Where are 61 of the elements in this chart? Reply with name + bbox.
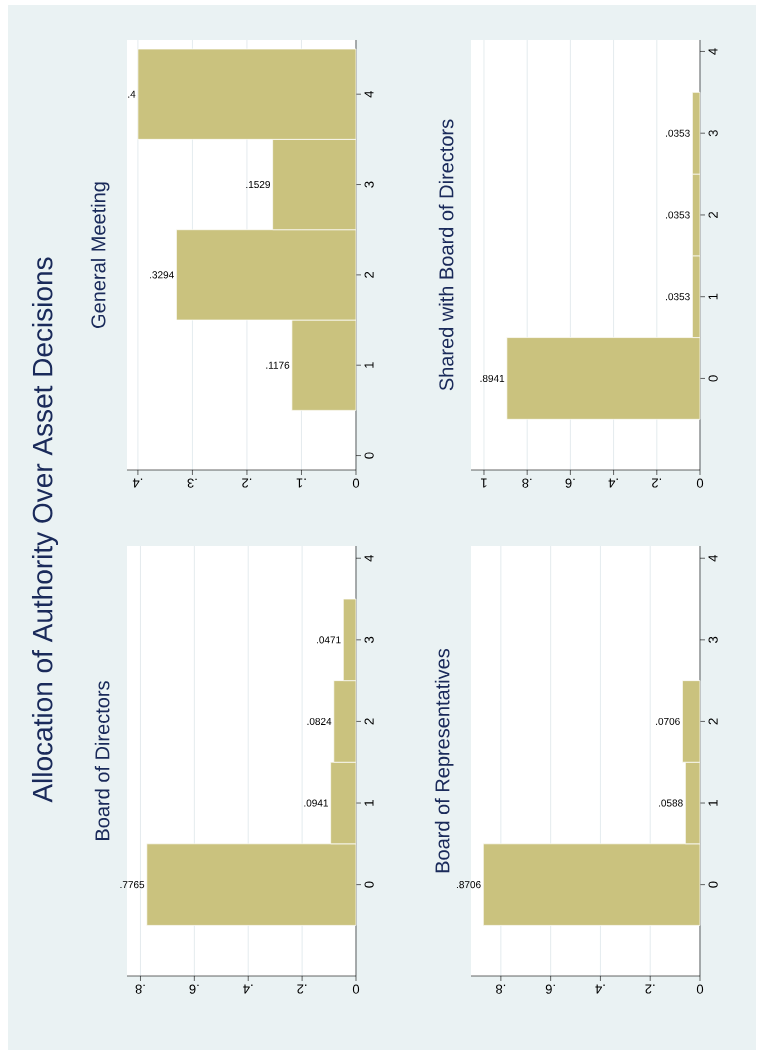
x-tick-label: .8 [135,984,145,994]
x-tick-label: .4 [243,984,253,994]
y-tick-label: 3 [364,636,374,643]
data-label: .0941 [304,799,328,807]
text: Shared with Board of Directors [438,119,454,391]
text: General Meeting [90,182,110,328]
y-tick-label: 1 [364,800,374,806]
y-tick-label: 4 [708,555,718,562]
y-tick-label: 4 [364,90,374,98]
x-tick-label: .4 [608,478,618,488]
x-tick-label: .6 [565,478,575,488]
x-tick-label: .4 [595,984,605,994]
data-label: .0353 [666,129,690,137]
data-label: .7765 [120,881,145,889]
text: Board of Representatives [434,648,454,873]
y-tick-label: 4 [364,555,374,562]
y-tick-label: 0 [708,881,718,888]
x-tick-label: .6 [189,984,199,994]
data-label: .0471 [317,636,341,644]
x-tick-label: 0 [696,984,704,994]
x-tick-label: .8 [496,984,506,994]
y-tick-label: 0 [364,452,374,459]
x-tick-label: 0 [696,478,704,488]
data-label: .0706 [656,717,680,725]
data-label: .0824 [307,717,332,725]
x-tick-label: .2 [297,984,307,994]
x-tick-label: 0 [352,984,360,994]
y-tick-label: 3 [708,130,718,137]
data-label: .8941 [480,374,505,382]
y-tick-label: 3 [364,181,374,188]
text: Board of Directors [94,681,110,840]
data-label: .0353 [666,293,690,301]
x-tick-label: .2 [652,478,662,488]
data-label: .0353 [666,211,690,219]
data-label: .0588 [659,799,683,807]
data-label: .3294 [150,271,174,279]
data-label: .4 [128,90,136,98]
y-tick-label: 2 [708,211,718,218]
y-tick-label: 0 [364,881,374,888]
data-label: .1529 [246,181,270,189]
data-label: .1176 [266,361,290,369]
x-tick-label: .8 [522,478,532,488]
x-tick-label: .3 [187,478,197,488]
data-label: .8706 [456,881,481,889]
y-tick-label: 0 [708,375,718,382]
x-tick-label: 1 [480,478,487,488]
y-tick-label: 2 [364,718,374,725]
y-tick-label: 1 [364,362,374,368]
text: Allocation of Authority Over Asset Decisions [31,257,59,803]
x-tick-label: .1 [296,478,306,488]
x-tick-label: .2 [645,984,655,994]
x-tick-label: 0 [352,478,360,488]
y-tick-label: 1 [708,800,718,806]
y-tick-label: 2 [708,718,718,725]
x-tick-label: .6 [545,984,555,994]
y-tick-label: 3 [708,636,718,643]
x-tick-label: .4 [132,478,143,488]
y-tick-label: 1 [708,293,718,300]
y-tick-label: 2 [364,271,374,278]
x-tick-label: .2 [242,478,252,488]
y-tick-label: 4 [708,48,718,55]
